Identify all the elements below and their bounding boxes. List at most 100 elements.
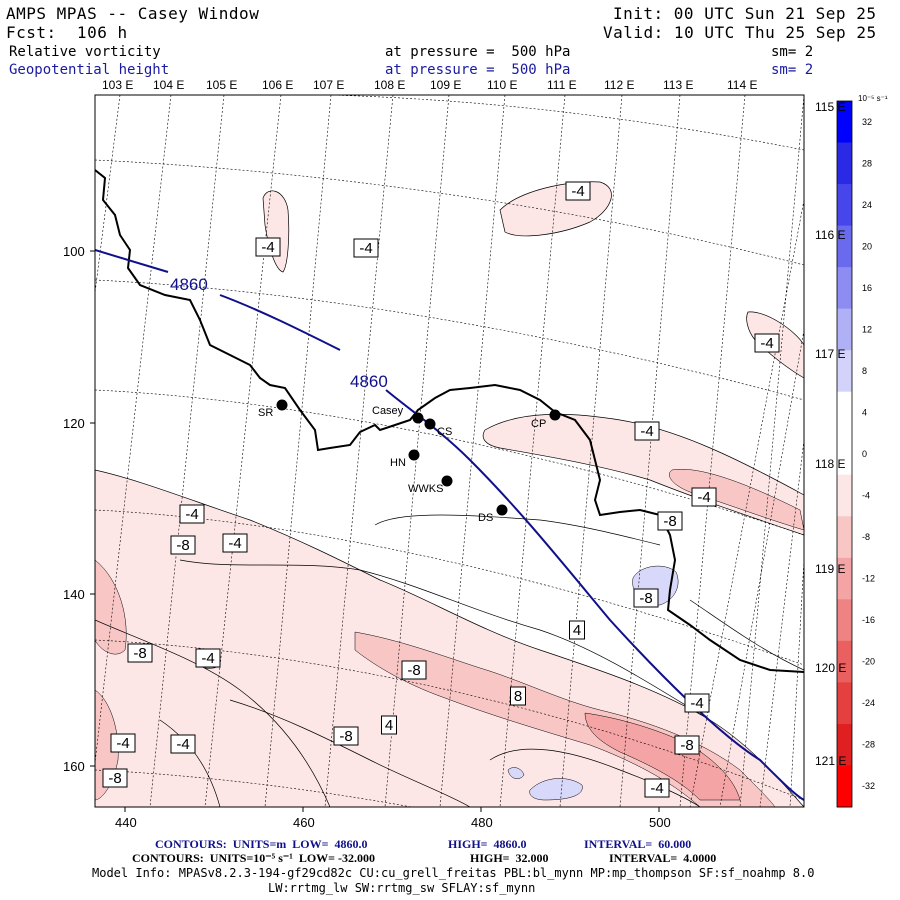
field1-smoothing: sm= 2 xyxy=(771,44,814,60)
y-axis-label-120: 120 xyxy=(63,416,85,431)
vorticity-label: -4 xyxy=(185,506,198,523)
vorticity-label-box xyxy=(634,421,660,441)
vorticity-label-box xyxy=(644,778,670,798)
meridian-line xyxy=(679,95,746,807)
top-longitude-label: 108 E xyxy=(374,78,406,92)
field2-name: Geopotential height xyxy=(9,62,170,78)
pos-area-small xyxy=(507,767,525,779)
colorbar-swatch xyxy=(837,640,852,683)
footer-height-interval: INTERVAL= 60.000 xyxy=(584,837,692,851)
parallel-line xyxy=(95,769,414,807)
contour-line xyxy=(159,719,221,807)
colorbar-swatch xyxy=(837,391,852,434)
y-axis-label-100: 100 xyxy=(63,244,85,259)
right-longitude-label: 121 E xyxy=(815,754,847,768)
vorticity-label-box xyxy=(222,533,248,553)
top-longitude-label: 110 E xyxy=(487,78,518,92)
station-label: HN xyxy=(390,457,406,469)
right-longitude-label: 120 E xyxy=(815,661,847,675)
footer-height-high: HIGH= 4860.0 xyxy=(448,837,527,851)
height-label-2: 4860 xyxy=(350,372,388,391)
top-longitude-label: 107 E xyxy=(313,78,345,92)
colorbar-label: 16 xyxy=(862,283,872,293)
contour-line xyxy=(689,599,804,671)
vorticity-label: -8 xyxy=(680,737,693,754)
meridian-line xyxy=(739,95,804,807)
contour-line xyxy=(179,559,711,721)
colorbar-label: 20 xyxy=(862,241,872,251)
colorbar-label: -16 xyxy=(862,615,875,625)
colorbar-label: 28 xyxy=(862,158,872,168)
station-label: DS xyxy=(478,512,493,524)
station-label: WWKS xyxy=(408,483,443,495)
top-longitude-label: 104 E xyxy=(153,78,185,92)
parallel-line xyxy=(95,159,804,266)
vorticity-label-box xyxy=(333,726,359,746)
footer-model-info: Model Info: MPASv8.2.3-194-gf29cd82c CU:… xyxy=(92,866,815,880)
vorticity-label-box xyxy=(657,511,683,531)
meridian-line xyxy=(324,95,394,807)
station-label: Casey xyxy=(372,405,404,417)
contour-line xyxy=(489,748,701,807)
colorbar-label: 4 xyxy=(862,407,867,417)
vorticity-label: -4 xyxy=(201,650,214,667)
top-longitude-label: 113 E xyxy=(663,78,694,92)
top-longitude-label: 112 E xyxy=(604,78,635,92)
vorticity-label: -8 xyxy=(339,728,352,745)
colorbar-swatch xyxy=(837,682,852,725)
field2-level: at pressure = 500 hPa xyxy=(385,62,571,78)
meridian-line xyxy=(499,95,566,807)
meridian-line xyxy=(789,559,804,807)
neg-area-east xyxy=(482,413,804,536)
forecast-hour: Fcst: 106 h xyxy=(6,23,128,42)
colorbar-swatch xyxy=(837,225,852,268)
colorbar-label: 32 xyxy=(862,117,872,127)
meridian-line xyxy=(204,95,282,807)
colorbar-label: 0 xyxy=(862,449,867,459)
colorbar-swatch xyxy=(837,267,852,310)
vorticity-label-box xyxy=(195,648,221,668)
vorticity-label-box xyxy=(674,735,700,755)
geopotential-height-contour xyxy=(95,249,804,801)
colorbar-label: -8 xyxy=(862,532,870,542)
colorbar-label: -20 xyxy=(862,657,875,667)
vorticity-label: 8 xyxy=(514,688,522,705)
station-dot xyxy=(412,412,424,424)
meridian-line xyxy=(759,439,804,807)
right-longitude-label: 115 E xyxy=(815,100,846,114)
height-label-1: 4860 xyxy=(170,275,208,294)
station-markers: SR Casey CS HN WWKS DS CP xyxy=(258,399,561,524)
y-axis-label-140: 140 xyxy=(63,587,85,602)
vorticity-label: -4 xyxy=(228,535,241,552)
vorticity-label-box xyxy=(110,733,136,753)
contour-line xyxy=(229,699,471,807)
neg-area-east-core xyxy=(669,469,804,531)
x-axis-label-460: 460 xyxy=(293,815,315,830)
colorbar-label: -4 xyxy=(862,491,870,501)
vorticity-label: -4 xyxy=(640,423,653,440)
colorbar-frame xyxy=(836,100,853,808)
top-longitude-label: 103 E xyxy=(102,78,134,92)
colorbar-swatch xyxy=(837,723,852,766)
vorticity-label-box xyxy=(684,693,710,713)
vorticity-label: -8 xyxy=(639,590,652,607)
vorticity-label: -4 xyxy=(571,183,584,200)
meridian-line xyxy=(95,95,172,766)
neg-area-core xyxy=(584,712,741,801)
parallel-line xyxy=(95,279,804,401)
colorbar-swatch xyxy=(837,350,852,393)
colorbar-swatch xyxy=(837,101,852,144)
colorbar-swatch xyxy=(837,142,852,185)
footer-height-contours: CONTOURS: UNITS=m LOW= 4860.0 xyxy=(155,837,368,851)
top-longitude-label: 109 E xyxy=(430,78,462,92)
height-contour-path-b xyxy=(219,294,341,351)
footer-vort-interval: INTERVAL= 4.0000 xyxy=(609,851,717,865)
vorticity-label: 4 xyxy=(573,622,581,639)
meridian-line xyxy=(149,95,225,807)
colorbar-label: -32 xyxy=(862,781,875,791)
vorticity-label-box xyxy=(170,535,196,555)
vorticity-label: -4 xyxy=(261,239,274,256)
meridian-line xyxy=(689,199,804,807)
map-frame xyxy=(94,94,805,808)
colorbar-label: 8 xyxy=(862,366,867,376)
